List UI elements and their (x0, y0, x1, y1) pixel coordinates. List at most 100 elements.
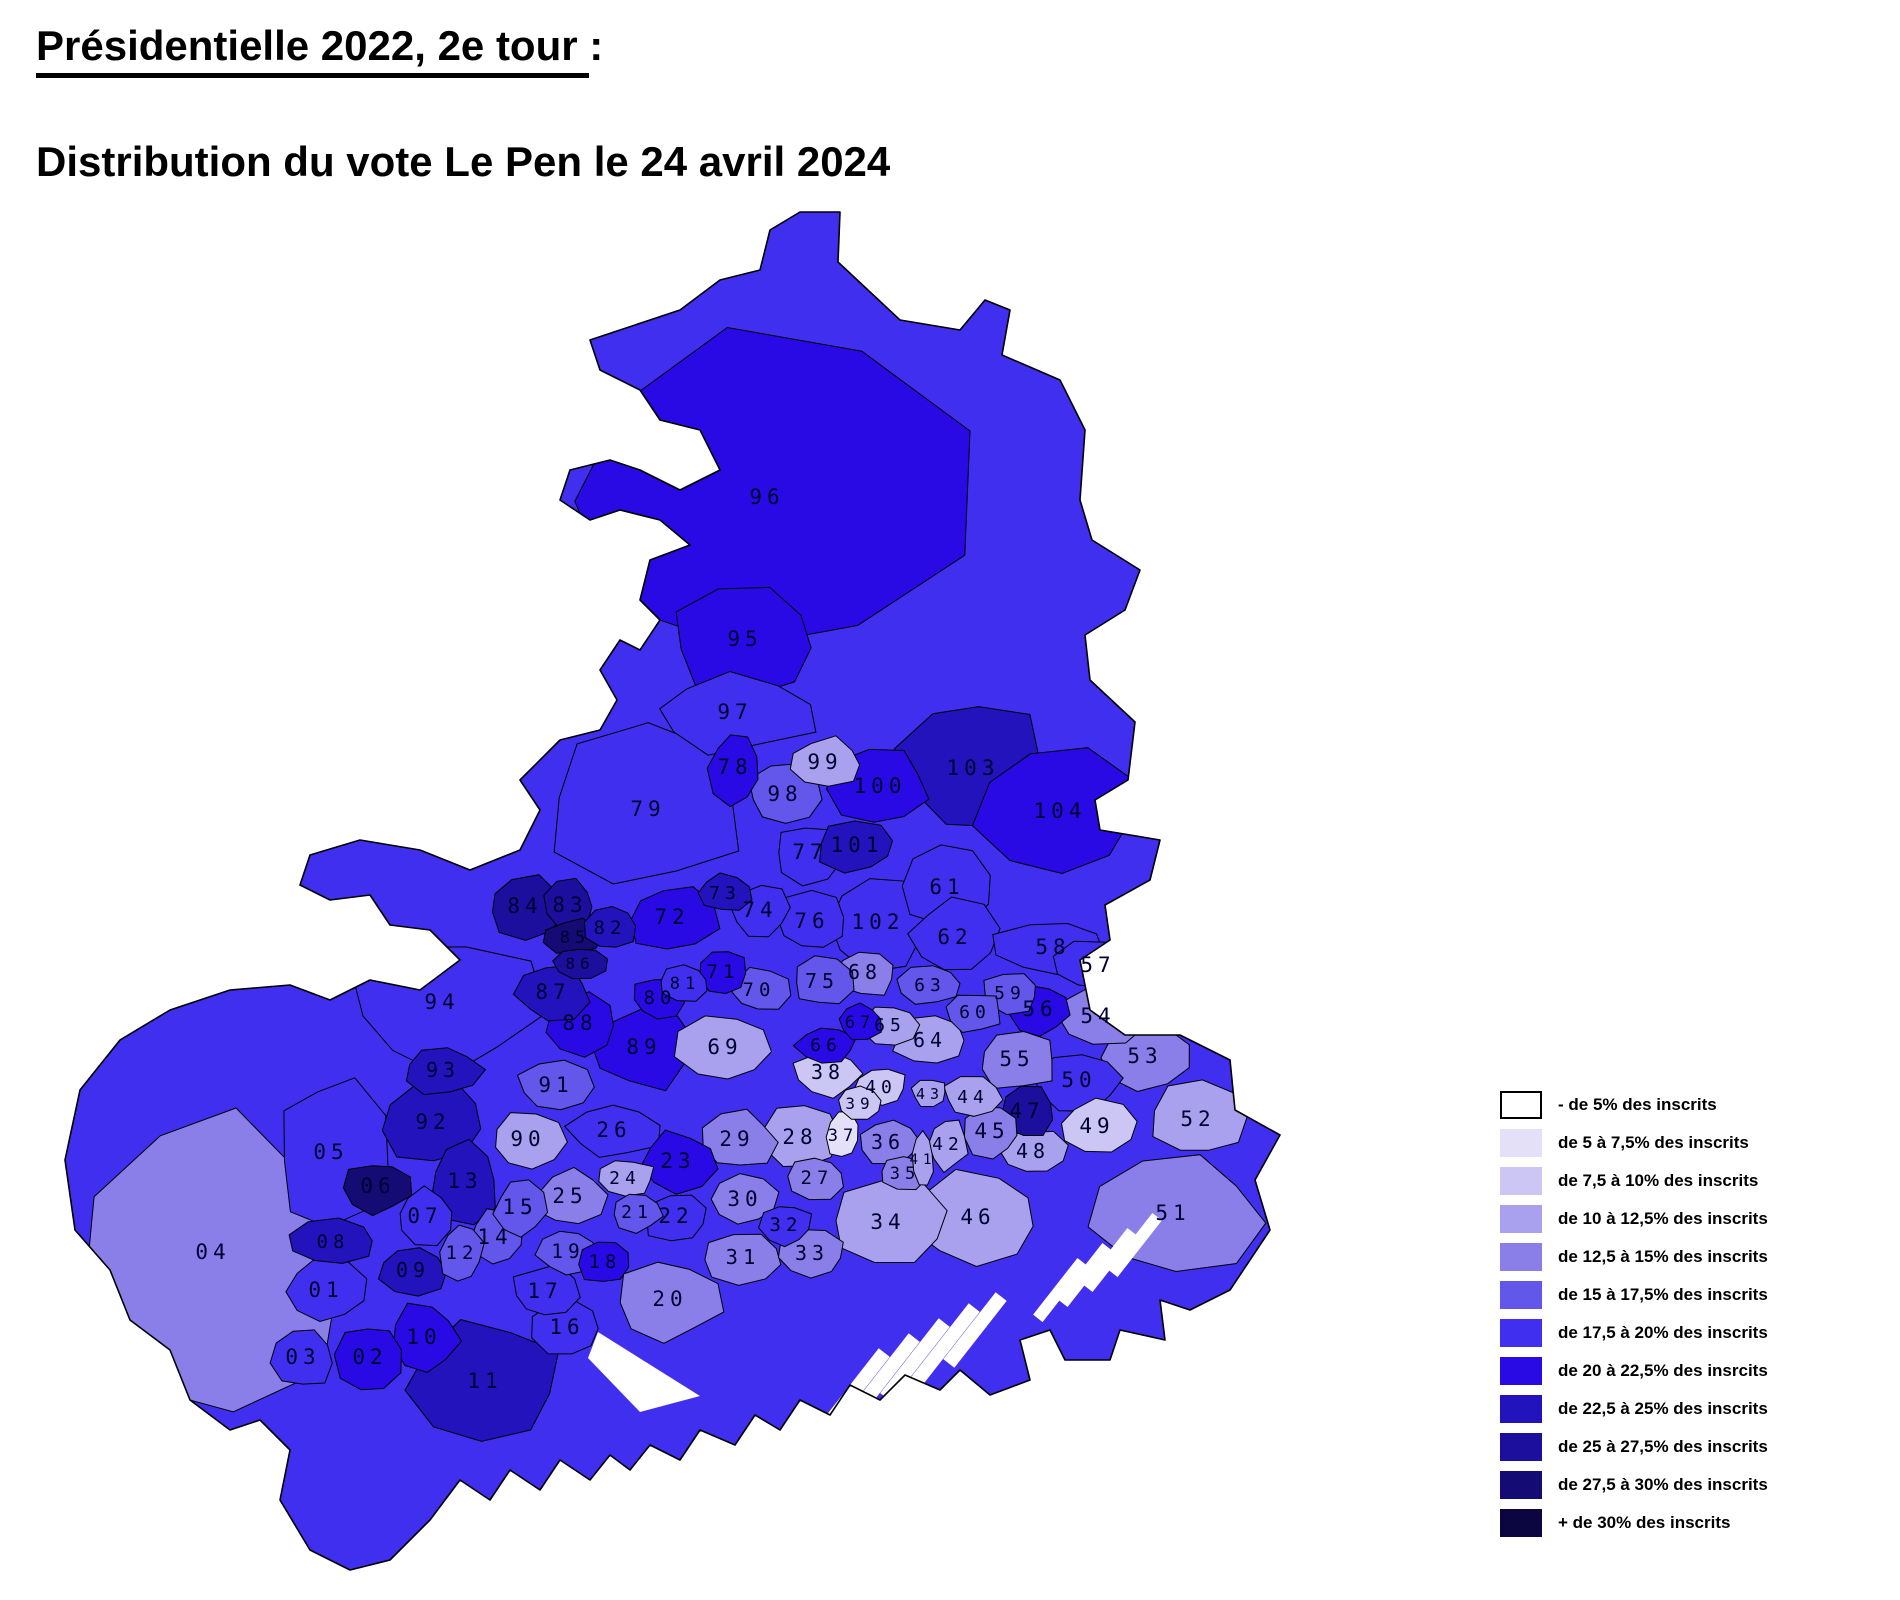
map-region-52 (1152, 1079, 1248, 1151)
map-region-label-19: 19 (551, 1240, 584, 1263)
map-region-104 (971, 747, 1132, 875)
map-region-92 (381, 1078, 482, 1162)
map-region-label-58: 58 (1035, 935, 1070, 959)
map-region-17 (512, 1263, 581, 1316)
map-region-label-67: 67 (845, 1013, 875, 1033)
map-region-78 (706, 734, 759, 808)
map-region-label-38: 38 (811, 1060, 845, 1084)
map-region-55 (981, 1030, 1053, 1090)
map-region-label-86: 86 (565, 954, 594, 973)
map-region-label-60: 60 (959, 1002, 991, 1023)
map-region-label-95: 95 (727, 627, 762, 651)
map-region-label-23: 23 (660, 1149, 695, 1173)
map-region-label-90: 90 (510, 1127, 545, 1151)
map-region-label-77: 77 (792, 840, 827, 864)
map-region-label-100: 100 (854, 774, 907, 798)
harbour-pier (1033, 1257, 1087, 1323)
map-region-label-69: 69 (707, 1035, 742, 1059)
harbour-pier (1108, 1212, 1162, 1278)
map-region-49 (1060, 1097, 1138, 1153)
map-region-label-15: 15 (502, 1195, 537, 1219)
legend-label: - de 5% des inscrits (1558, 1095, 1717, 1114)
harbour-pier (910, 1303, 980, 1387)
map-region-label-61: 61 (929, 875, 964, 899)
legend-swatch (1500, 1357, 1542, 1385)
legend-label: de 15 à 17,5% des inscrits (1558, 1285, 1768, 1304)
map-region-62 (907, 896, 1001, 971)
legend-label: de 20 à 22,5% des insrcits (1558, 1361, 1768, 1380)
map-region-22 (646, 1194, 707, 1242)
map-region-60 (945, 994, 1001, 1034)
map-region-67 (838, 1002, 882, 1041)
map-region-label-82: 82 (594, 917, 627, 939)
map-region-label-56: 56 (1022, 997, 1057, 1021)
legend-label: de 10 à 12,5% des inscrits (1558, 1209, 1768, 1228)
map-region-42 (928, 1119, 969, 1174)
map-region-label-14: 14 (477, 1225, 512, 1249)
map-region-34 (835, 1180, 948, 1264)
map-region-label-75: 75 (805, 969, 839, 993)
map-region-label-03: 03 (285, 1345, 320, 1369)
map-region-label-34: 34 (870, 1210, 905, 1234)
map-region-label-05: 05 (313, 1140, 348, 1164)
map-region-23 (640, 1129, 719, 1195)
map-region-07 (399, 1185, 453, 1247)
legend-row: de 20 à 22,5% des insrcits (1500, 1352, 1880, 1390)
map-region-label-42: 42 (932, 1134, 964, 1155)
map-region-44 (943, 1075, 1004, 1117)
map-region-69 (673, 1015, 773, 1080)
map-region-82 (583, 905, 637, 948)
city-outline (64, 211, 1281, 1571)
map-region-10 (393, 1302, 463, 1374)
legend-swatch (1500, 1471, 1542, 1499)
legend-swatch (1500, 1091, 1542, 1119)
map-region-label-102: 102 (852, 910, 905, 934)
map-region-label-04: 04 (195, 1240, 230, 1264)
map-region-label-53: 53 (1127, 1044, 1162, 1068)
legend-swatch (1500, 1129, 1542, 1157)
map-region-12 (439, 1224, 485, 1282)
map-region-30 (710, 1173, 780, 1225)
map-region-label-50: 50 (1061, 1068, 1096, 1092)
map-region-label-17: 17 (527, 1279, 562, 1303)
legend-row: de 25 à 27,5% des inscrits (1500, 1428, 1880, 1466)
map-region-label-85: 85 (560, 928, 590, 948)
harbour-pier (943, 1292, 1007, 1368)
map-region-label-06: 06 (360, 1174, 395, 1198)
map-region-15 (492, 1179, 549, 1238)
map-region-101 (819, 820, 894, 874)
legend-row: de 15 à 17,5% des inscrits (1500, 1276, 1880, 1314)
map-region-label-59: 59 (994, 983, 1026, 1004)
map-region-label-45: 45 (974, 1119, 1009, 1143)
map-region-label-31: 31 (726, 1245, 761, 1269)
map-region-label-87: 87 (535, 980, 570, 1004)
page-title-line2: Distribution du vote Le Pen le 24 avril … (36, 138, 891, 185)
map-region-24 (598, 1160, 655, 1197)
map-region-26 (563, 1104, 661, 1158)
legend-label: + de 30% des inscrits (1558, 1513, 1731, 1532)
vieux-port-inlet (588, 1332, 700, 1412)
map-region-label-71: 71 (707, 961, 740, 983)
map-region-label-02: 02 (352, 1345, 387, 1369)
legend-row: de 5 à 7,5% des inscrits (1500, 1124, 1880, 1162)
map-region-label-92: 92 (415, 1110, 450, 1134)
page-title-colon: : (589, 22, 604, 69)
legend-swatch (1500, 1167, 1542, 1195)
legend-row: de 27,5 à 30% des inscrits (1500, 1466, 1880, 1504)
harbour-pier (1083, 1227, 1137, 1293)
map-region-label-11: 11 (467, 1369, 502, 1393)
map-region-label-65: 65 (874, 1015, 906, 1036)
map-region-03 (269, 1329, 333, 1385)
map-region-label-27: 27 (801, 1167, 834, 1189)
map-region-76 (776, 889, 845, 948)
map-region-label-79: 79 (630, 797, 665, 821)
map-region-label-97: 97 (717, 700, 752, 724)
map-region-73 (697, 872, 753, 911)
legend-swatch (1500, 1243, 1542, 1271)
map-region-label-24: 24 (609, 1168, 641, 1189)
map-region-label-76: 76 (794, 909, 829, 933)
map-region-label-84: 84 (507, 894, 542, 918)
legend-row: de 7,5 à 10% des inscrits (1500, 1162, 1880, 1200)
map-region-label-44: 44 (957, 1087, 989, 1108)
